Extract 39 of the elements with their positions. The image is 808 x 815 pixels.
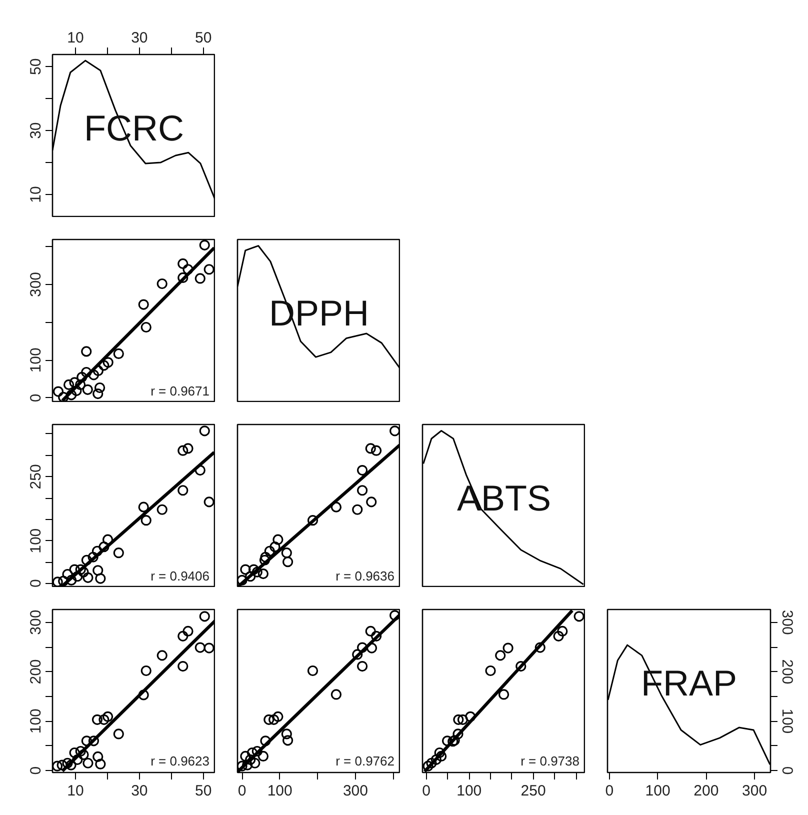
x-tick-label: 0 — [422, 782, 431, 800]
x-tick-label: 100 — [645, 782, 670, 800]
annotation: r = 0.9738 — [520, 754, 580, 768]
annotation: r = 0.9762 — [336, 754, 394, 768]
y-tick-label: 200 — [28, 659, 44, 684]
x2-tick-label: 30 — [131, 30, 148, 46]
y-tick-label: 0 — [28, 394, 44, 402]
annotation: r = 0.9671 — [150, 384, 210, 398]
y-tick-label: 100 — [28, 348, 44, 373]
x-tick-label: 300 — [342, 782, 368, 800]
y-tick-label: 100 — [778, 708, 796, 734]
y-tick-label: 100 — [28, 708, 44, 734]
annotation: r = 0.9623 — [150, 754, 210, 768]
y-tick-label: 30 — [28, 122, 44, 139]
x-tick-label: 10 — [67, 782, 84, 800]
y-tick-label: 0 — [28, 766, 44, 775]
annotation: r = 0.9636 — [336, 568, 394, 584]
y-tick-label: 10 — [28, 186, 44, 203]
y-tick-label: 50 — [28, 58, 44, 75]
annotation: r = 0.9406 — [150, 568, 210, 584]
y-tick-label: 100 — [28, 528, 44, 554]
x-tick-label: 100 — [267, 782, 292, 800]
x-tick-label: 0 — [605, 782, 614, 800]
x-tick-label: 0 — [238, 782, 246, 800]
y-tick-label: 200 — [778, 659, 796, 684]
x2-tick-label: 10 — [67, 30, 84, 46]
x-tick-label: 250 — [520, 782, 546, 800]
x-tick-label: 300 — [742, 782, 768, 800]
x-tick-label: 30 — [131, 782, 148, 800]
y-tick-label: 250 — [28, 464, 44, 490]
y-tick-label: 300 — [28, 272, 44, 298]
x2-tick-label: 50 — [195, 30, 212, 46]
y-tick-label: 0 — [28, 579, 44, 588]
x-tick-label: 50 — [195, 782, 212, 800]
y-tick-label: 0 — [778, 766, 796, 775]
x-tick-label: 100 — [456, 782, 482, 800]
x-tick-label: 200 — [694, 782, 719, 800]
y-tick-label: 300 — [28, 610, 44, 635]
y-tick-label: 300 — [778, 610, 796, 635]
